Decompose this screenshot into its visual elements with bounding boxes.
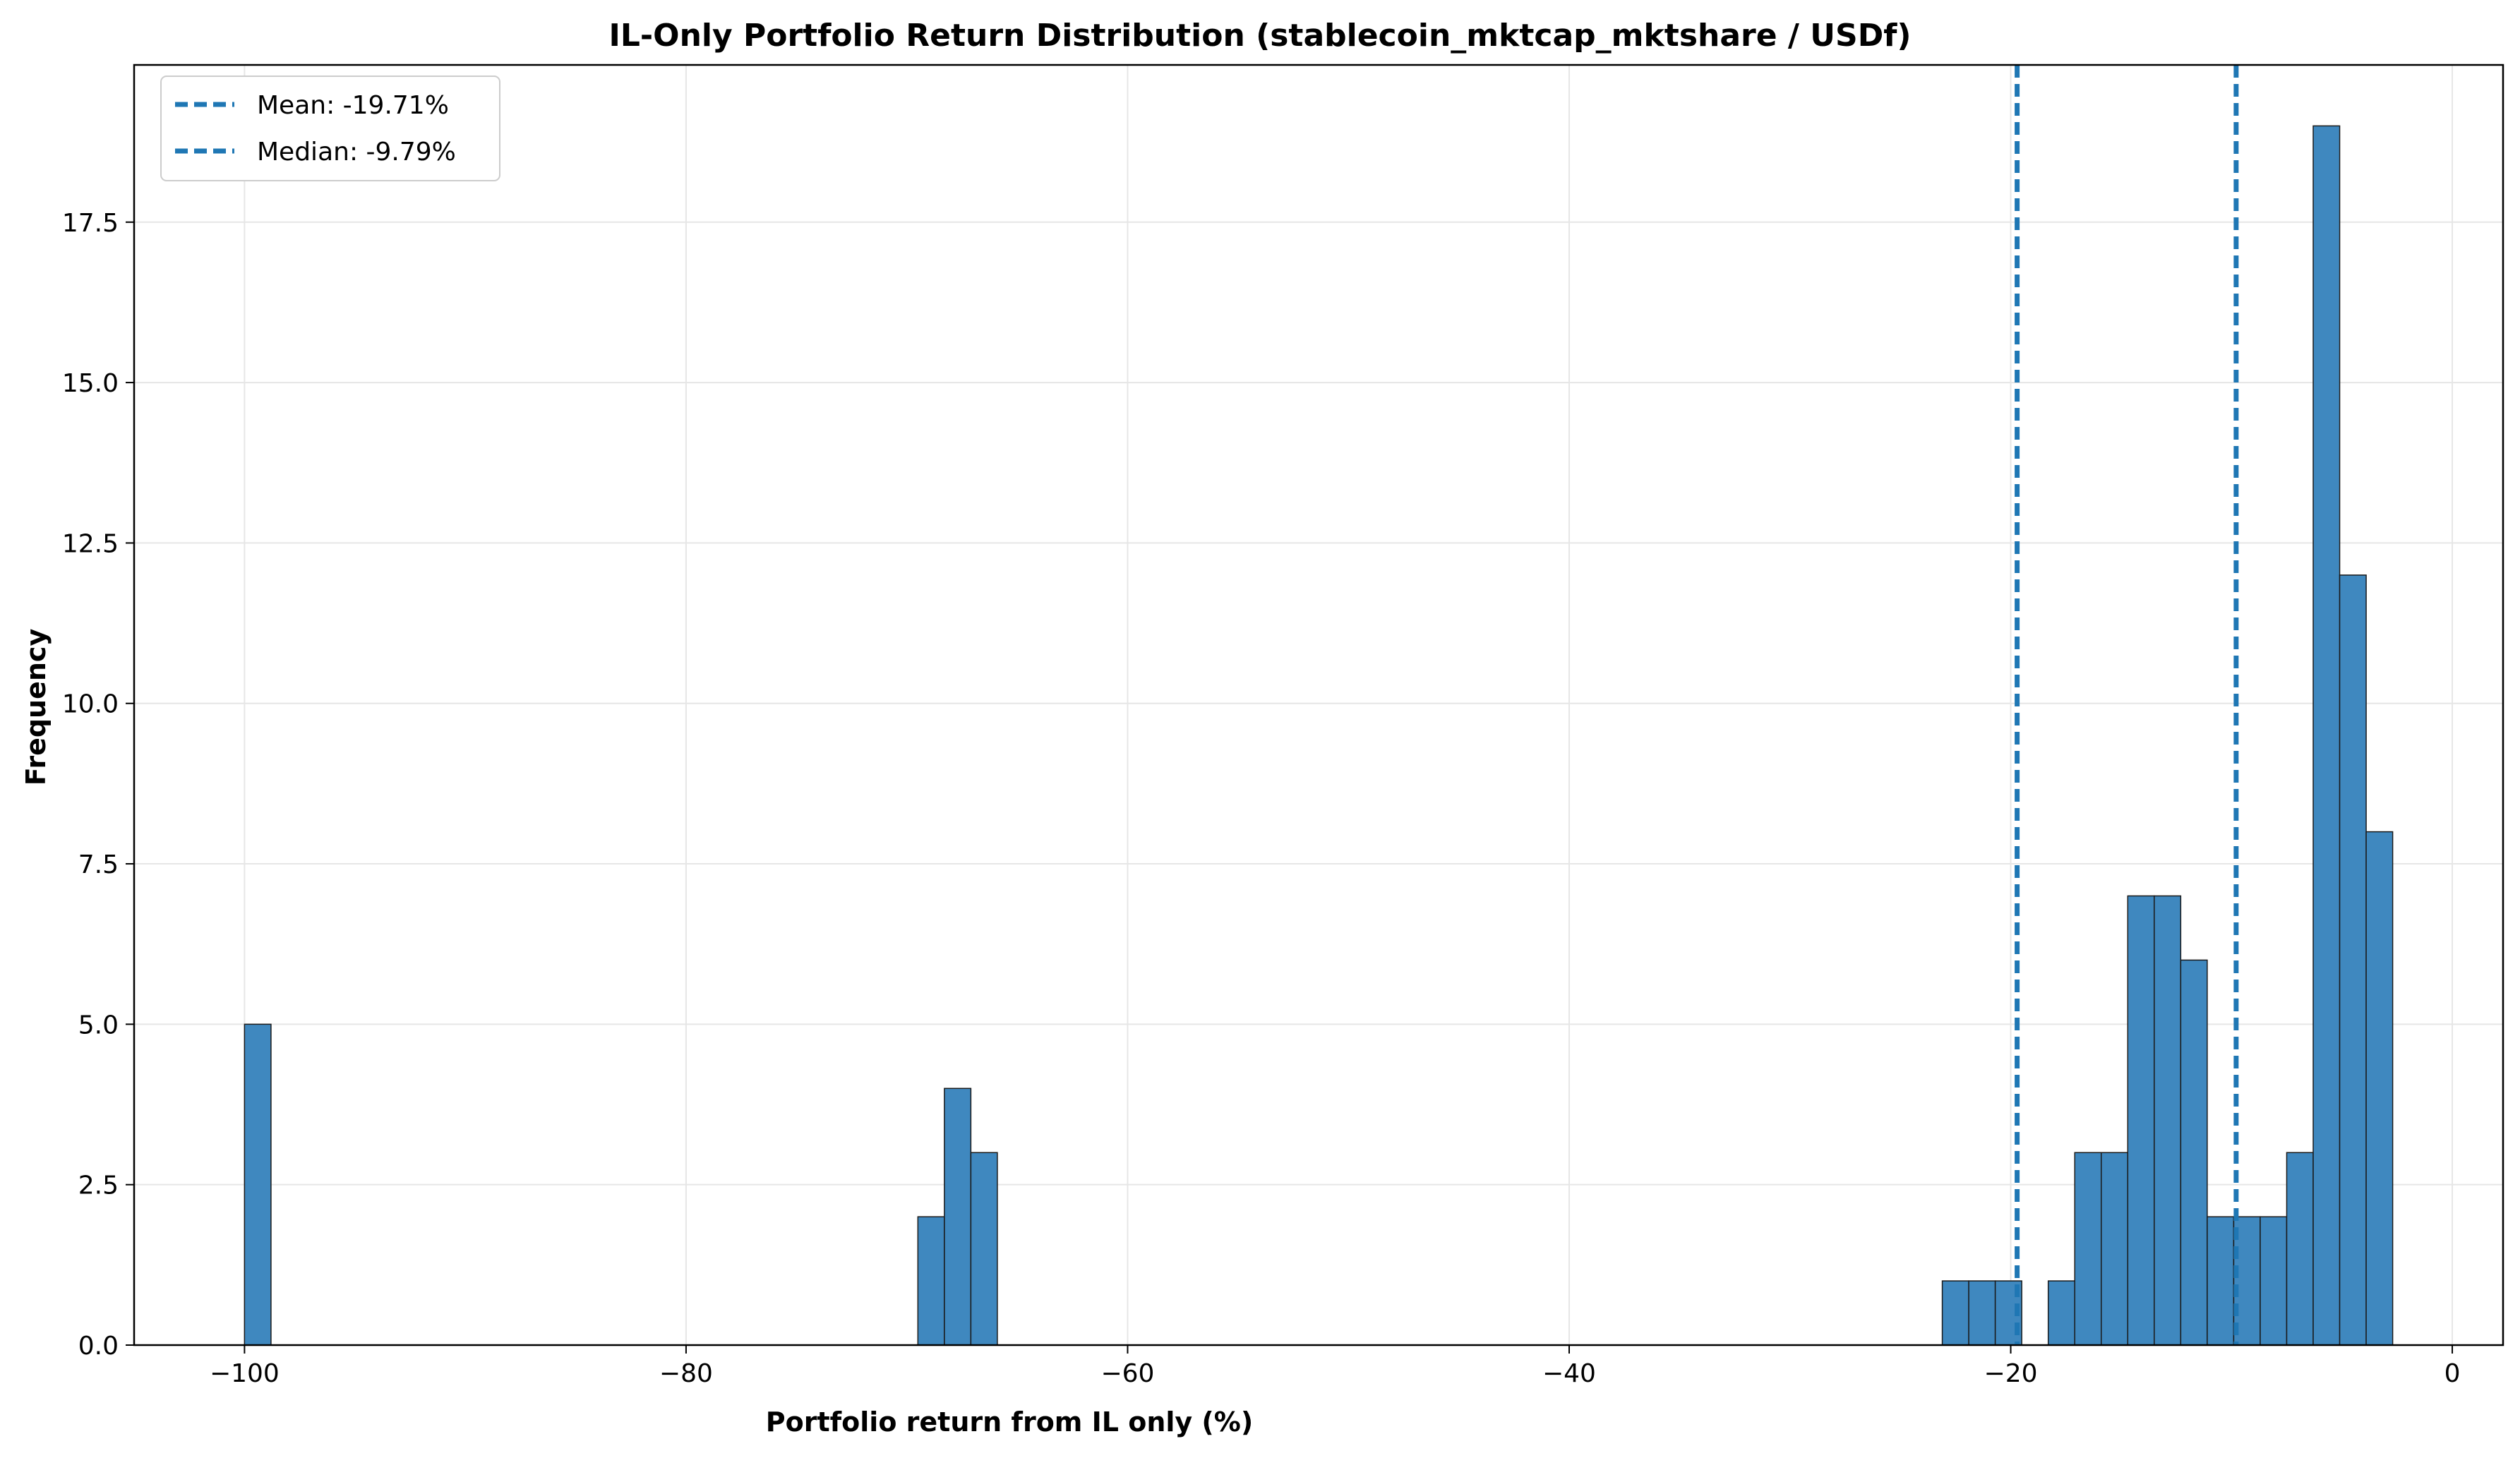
legend: Mean: -19.71% Median: -9.79%	[160, 76, 500, 181]
y-tick-label: 5.0	[78, 1011, 119, 1040]
x-tick-label: −40	[1542, 1359, 1596, 1388]
histogram-bar	[2286, 1152, 2314, 1346]
histogram-bar	[244, 1023, 272, 1346]
reference-lines	[2015, 65, 2239, 1345]
histogram-bar	[2260, 1216, 2288, 1346]
y-tick-label: 17.5	[62, 209, 119, 238]
y-axis-ticks: 0.0 2.5 5.0 7.5 10.0 12.5 15.0 17.5	[62, 209, 134, 1361]
legend-mean-label: Mean: -19.71%	[257, 91, 449, 120]
histogram-bar	[2312, 125, 2341, 1346]
histogram-bar	[970, 1152, 998, 1346]
x-tick-label: −80	[659, 1359, 713, 1388]
histogram-bar	[2339, 574, 2367, 1346]
y-tick-label: 7.5	[78, 850, 119, 879]
histogram-bar	[1941, 1280, 1969, 1346]
x-tick-label: −100	[210, 1359, 280, 1388]
histogram-bar	[944, 1088, 972, 1346]
grid-lines	[134, 65, 2503, 1346]
histogram-bar	[2127, 895, 2155, 1346]
histogram-bar	[2101, 1152, 2129, 1346]
histogram-bar	[2365, 831, 2394, 1346]
histogram-bar	[2154, 895, 2182, 1346]
y-tick-label: 15.0	[62, 369, 119, 398]
y-axis-label: Frequency	[20, 629, 52, 786]
histogram-bar	[2180, 959, 2208, 1346]
x-tick-label: 0	[2444, 1359, 2461, 1388]
y-tick-label: 12.5	[62, 529, 119, 558]
legend-median-label: Median: -9.79%	[257, 138, 456, 167]
y-tick-label: 2.5	[78, 1171, 119, 1200]
histogram-bar	[917, 1216, 945, 1346]
histogram-bars	[244, 125, 2394, 1346]
x-tick-label: −20	[1984, 1359, 2038, 1388]
histogram-bar	[2207, 1216, 2235, 1346]
y-tick-label: 0.0	[78, 1332, 119, 1361]
chart-title: IL-Only Portfolio Return Distribution (s…	[609, 18, 1912, 54]
histogram-bar	[2047, 1280, 2075, 1346]
y-tick-label: 10.0	[62, 690, 119, 719]
x-axis-label: Portfolio return from IL only (%)	[766, 1406, 1253, 1438]
histogram-bar	[2074, 1152, 2102, 1346]
histogram-bar	[1968, 1280, 1996, 1346]
plot-frame	[133, 64, 2504, 1346]
x-axis-ticks: −100 −80 −60 −40 −20 0	[210, 1345, 2461, 1388]
legend-box	[160, 76, 500, 181]
x-tick-label: −60	[1100, 1359, 1154, 1388]
